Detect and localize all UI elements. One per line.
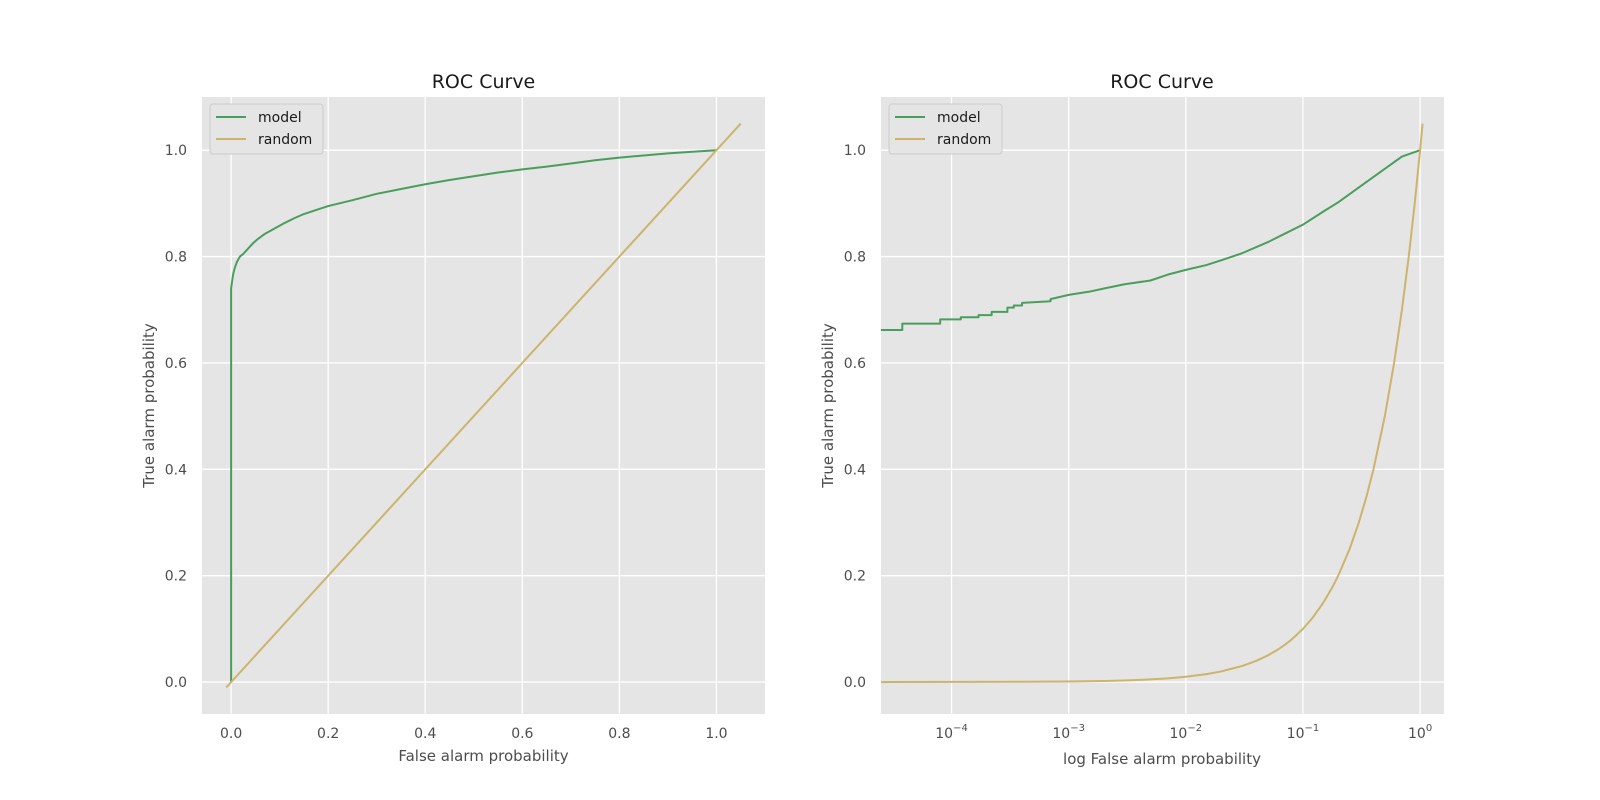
x-tick-label: 0.8 xyxy=(608,726,630,742)
y-tick-label: 0.2 xyxy=(165,569,187,585)
x-tick-label: 0.0 xyxy=(220,726,242,742)
y-tick-label: 1.0 xyxy=(844,143,866,159)
legend-label-random: random xyxy=(258,132,312,148)
legend: model random xyxy=(888,103,1003,155)
y-tick-label: 0.0 xyxy=(844,675,866,691)
y-tick-label: 0.6 xyxy=(844,356,866,372)
y-tick-label: 0.4 xyxy=(165,462,187,478)
series-line-model xyxy=(881,149,1421,331)
x-tick-label: 10−1 xyxy=(1287,723,1320,742)
y-tick-label: 0.6 xyxy=(165,356,187,372)
legend-label-random: random xyxy=(937,132,991,148)
x-axis-label: log False alarm probability xyxy=(1063,750,1261,768)
roc-linear-chart: ROC Curve 0.0 0.2 0.4 0.6 0.8 1.0 0.00.20.40.… xyxy=(140,71,765,765)
x-tick-labels: 0.0 0.2 0.4 0.6 0.8 1.0 xyxy=(220,726,728,742)
x-tick-label: 10−4 xyxy=(935,723,968,742)
legend-label-model: model xyxy=(258,110,302,126)
y-axis-label: True alarm probability xyxy=(140,323,158,489)
x-tick-label: 0.4 xyxy=(414,726,436,742)
legend: model random xyxy=(209,103,324,155)
y-tick-labels: 0.0 0.2 0.4 0.6 0.8 1.0 xyxy=(165,143,187,691)
series-line-model xyxy=(230,149,717,683)
y-tick-labels: 0.0 0.2 0.4 0.6 0.8 1.0 xyxy=(844,143,866,691)
x-tick-label: 1.0 xyxy=(705,726,727,742)
y-tick-label: 1.0 xyxy=(165,143,187,159)
x-tick-labels: 10−4 10−3 10−2 10−1 100 xyxy=(935,723,1432,742)
plot-area xyxy=(881,97,1444,714)
legend-label-model: model xyxy=(937,110,981,126)
x-axis-label: False alarm probability xyxy=(398,747,568,765)
x-tick-label: 100 xyxy=(1408,723,1432,742)
y-tick-label: 0.4 xyxy=(844,462,866,478)
x-tick-label: 10−3 xyxy=(1052,723,1085,742)
y-tick-label: 0.0 xyxy=(165,675,187,691)
chart-title: ROC Curve xyxy=(432,71,536,93)
x-tick-label: 10−2 xyxy=(1170,723,1203,742)
y-tick-label: 0.2 xyxy=(844,569,866,585)
grid xyxy=(881,97,1444,714)
x-tick-label: 0.6 xyxy=(511,726,533,742)
series-layer xyxy=(880,123,1424,684)
series-layer xyxy=(225,122,742,689)
series-line-random xyxy=(880,123,1424,684)
series-line-random xyxy=(225,122,742,689)
y-axis-label: True alarm probability xyxy=(819,323,837,489)
x-tick-label: 0.2 xyxy=(317,726,339,742)
roc-log-chart: ROC Curve 10−4 10−3 10−2 10−1 100 0.00.20.40… xyxy=(819,71,1444,768)
grid xyxy=(202,97,765,714)
y-tick-label: 0.8 xyxy=(844,250,866,266)
chart-title: ROC Curve xyxy=(1110,71,1214,93)
y-tick-label: 0.8 xyxy=(165,250,187,266)
